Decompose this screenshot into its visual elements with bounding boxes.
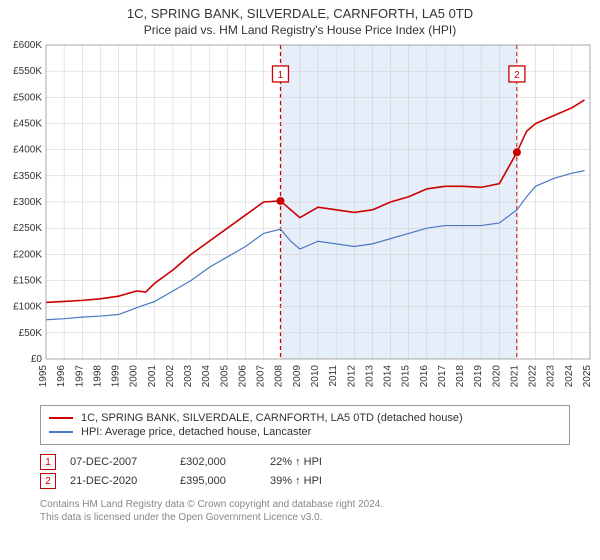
svg-text:1995: 1995 bbox=[38, 365, 49, 388]
marker-row-1: 1 07-DEC-2007£302,00022% ↑ HPI bbox=[40, 454, 570, 470]
svg-text:2011: 2011 bbox=[328, 365, 339, 387]
svg-text:1998: 1998 bbox=[92, 365, 103, 388]
svg-text:£200K: £200K bbox=[13, 249, 42, 260]
svg-text:£600K: £600K bbox=[13, 40, 42, 51]
svg-text:2003: 2003 bbox=[183, 365, 194, 388]
svg-text:2016: 2016 bbox=[419, 365, 430, 388]
svg-text:2017: 2017 bbox=[437, 365, 448, 388]
svg-text:£100K: £100K bbox=[13, 302, 42, 313]
svg-text:1999: 1999 bbox=[111, 365, 122, 388]
svg-text:2024: 2024 bbox=[564, 365, 575, 388]
legend-item-1: HPI: Average price, detached house, Lanc… bbox=[49, 426, 561, 438]
chart-title: 1C, SPRING BANK, SILVERDALE, CARNFORTH, … bbox=[0, 6, 600, 21]
svg-text:2: 2 bbox=[514, 70, 520, 81]
svg-text:2002: 2002 bbox=[165, 365, 176, 388]
marker-row-diff: 22% ↑ HPI bbox=[270, 456, 390, 468]
svg-text:2010: 2010 bbox=[310, 365, 321, 388]
svg-text:2014: 2014 bbox=[383, 365, 394, 388]
svg-text:2025: 2025 bbox=[582, 365, 593, 388]
svg-text:2022: 2022 bbox=[528, 365, 539, 388]
svg-text:1: 1 bbox=[278, 70, 284, 81]
attribution-line1: Contains HM Land Registry data © Crown c… bbox=[40, 498, 570, 511]
legend: 1C, SPRING BANK, SILVERDALE, CARNFORTH, … bbox=[40, 405, 570, 445]
legend-swatch bbox=[49, 431, 73, 433]
svg-text:2019: 2019 bbox=[473, 365, 484, 388]
legend-item-0: 1C, SPRING BANK, SILVERDALE, CARNFORTH, … bbox=[49, 412, 561, 424]
svg-text:2001: 2001 bbox=[147, 365, 158, 388]
svg-text:£450K: £450K bbox=[13, 119, 42, 130]
marker-dot-1 bbox=[276, 197, 284, 205]
attribution: Contains HM Land Registry data © Crown c… bbox=[40, 498, 570, 524]
svg-text:2000: 2000 bbox=[129, 365, 140, 388]
marker-table: 1 07-DEC-2007£302,00022% ↑ HPI 2 21-DEC-202… bbox=[40, 451, 570, 492]
svg-text:2004: 2004 bbox=[201, 365, 212, 388]
legend-label: HPI: Average price, detached house, Lanc… bbox=[81, 426, 311, 438]
marker-dot-2 bbox=[513, 148, 521, 156]
svg-text:£500K: £500K bbox=[13, 92, 42, 103]
legend-swatch bbox=[49, 417, 73, 419]
chart: £0 £50K £100K £150K £200K £250K £300K £350K £400… bbox=[0, 39, 600, 399]
svg-text:2007: 2007 bbox=[256, 365, 267, 388]
svg-text:2020: 2020 bbox=[491, 365, 502, 388]
svg-text:£250K: £250K bbox=[13, 223, 42, 234]
svg-text:£550K: £550K bbox=[13, 66, 42, 77]
svg-text:2013: 2013 bbox=[364, 365, 375, 388]
svg-text:2008: 2008 bbox=[274, 365, 285, 388]
chart-svg: £0 £50K £100K £150K £200K £250K £300K £350K £400… bbox=[0, 39, 600, 399]
marker-row-date: 07-DEC-2007 bbox=[70, 456, 180, 468]
svg-text:2009: 2009 bbox=[292, 365, 303, 388]
svg-text:£400K: £400K bbox=[13, 145, 42, 156]
svg-text:2015: 2015 bbox=[401, 365, 412, 388]
marker-row-2: 2 21-DEC-2020£395,00039% ↑ HPI bbox=[40, 473, 570, 489]
attribution-line2: This data is licensed under the Open Gov… bbox=[40, 511, 570, 524]
svg-text:1997: 1997 bbox=[74, 365, 85, 388]
svg-text:2006: 2006 bbox=[237, 365, 248, 388]
svg-text:£300K: £300K bbox=[13, 197, 42, 208]
svg-text:2023: 2023 bbox=[546, 365, 557, 388]
svg-text:2005: 2005 bbox=[219, 365, 230, 388]
svg-text:£0: £0 bbox=[31, 354, 43, 365]
marker-row-price: £395,000 bbox=[180, 475, 270, 487]
marker-row-diff: 39% ↑ HPI bbox=[270, 475, 390, 487]
svg-text:£50K: £50K bbox=[19, 328, 43, 339]
svg-text:2021: 2021 bbox=[509, 365, 520, 388]
chart-subtitle: Price paid vs. HM Land Registry's House … bbox=[0, 23, 600, 37]
svg-text:£350K: £350K bbox=[13, 171, 42, 182]
legend-label: 1C, SPRING BANK, SILVERDALE, CARNFORTH, … bbox=[81, 412, 463, 424]
marker-row-date: 21-DEC-2020 bbox=[70, 475, 180, 487]
svg-text:2018: 2018 bbox=[455, 365, 466, 388]
svg-text:1996: 1996 bbox=[56, 365, 67, 388]
marker-row-badge: 1 bbox=[40, 454, 56, 470]
marker-row-price: £302,000 bbox=[180, 456, 270, 468]
svg-text:£150K: £150K bbox=[13, 276, 42, 287]
marker-row-badge: 2 bbox=[40, 473, 56, 489]
svg-text:2012: 2012 bbox=[346, 365, 357, 388]
